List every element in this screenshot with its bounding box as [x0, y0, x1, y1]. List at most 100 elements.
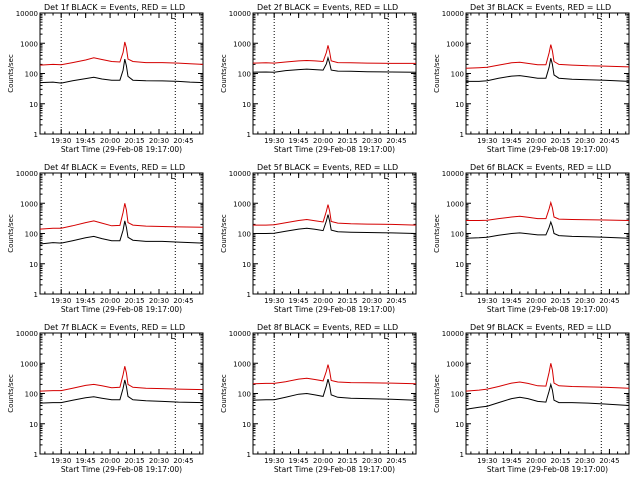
- y-tick-label: 10: [455, 261, 464, 269]
- y-tick-label: 1: [247, 451, 251, 459]
- x-tick-label: 19:30: [477, 137, 497, 145]
- y-tick-label: 1000: [20, 40, 38, 48]
- y-tick-label: 1000: [233, 360, 251, 368]
- x-tick-label: 19:45: [502, 457, 522, 465]
- y-tick-label: 100: [238, 231, 251, 239]
- x-axis-label: Start Time (29-Feb-08 19:17:00): [487, 305, 608, 314]
- x-tick-label: 20:45: [599, 457, 619, 465]
- x-tick-label: 20:30: [575, 297, 595, 305]
- y-tick-label: 100: [25, 391, 38, 399]
- x-tick-label: 20:30: [149, 457, 169, 465]
- lld-series-line: [465, 44, 630, 69]
- panel-title: Det 3f BLACK = Events, RED = LLD: [470, 3, 611, 12]
- y-axis-label: Counts/sec: [433, 54, 441, 93]
- corner-mark: L: [596, 172, 601, 182]
- x-tick-label: 20:45: [386, 457, 406, 465]
- y-tick-label: 10000: [442, 330, 464, 338]
- y-tick-label: 1: [460, 291, 464, 299]
- y-axis-label: Counts/sec: [220, 54, 228, 93]
- lld-series-line: [252, 45, 416, 64]
- y-tick-label: 10000: [16, 330, 38, 338]
- x-tick-label: 20:30: [362, 137, 382, 145]
- y-tick-label: 10000: [442, 10, 464, 18]
- y-tick-label: 10: [455, 421, 464, 429]
- x-tick-label: 20:45: [386, 137, 406, 145]
- x-tick-label: 19:30: [51, 457, 71, 465]
- x-tick-label: 19:30: [264, 137, 284, 145]
- y-tick-label: 1: [34, 451, 38, 459]
- x-tick-label: 19:30: [51, 297, 71, 305]
- x-tick-label: 20:15: [124, 137, 144, 145]
- y-tick-label: 100: [25, 231, 38, 239]
- x-tick-label: 19:45: [289, 137, 309, 145]
- x-tick-label: 20:30: [149, 137, 169, 145]
- y-tick-label: 100: [451, 231, 464, 239]
- x-tick-label: 19:30: [477, 457, 497, 465]
- y-tick-label: 100: [451, 71, 464, 79]
- y-tick-label: 1: [460, 131, 464, 139]
- x-tick-label: 20:45: [386, 297, 406, 305]
- events-series-line: [252, 378, 417, 401]
- y-tick-label: 100: [238, 391, 251, 399]
- panel-title: Det 6f BLACK = Events, RED = LLD: [470, 163, 611, 172]
- events-series-line: [465, 220, 630, 239]
- x-axis-label: Start Time (29-Feb-08 19:17:00): [274, 465, 395, 474]
- y-axis-label: Counts/sec: [7, 214, 15, 253]
- events-series-line: [252, 55, 417, 73]
- y-tick-label: 10: [242, 101, 251, 109]
- panel-title: Det 8f BLACK = Events, RED = LLD: [257, 323, 398, 332]
- y-tick-label: 1000: [446, 200, 464, 208]
- lld-series-line: [39, 41, 204, 66]
- x-tick-label: 20:45: [599, 297, 619, 305]
- y-tick-label: 1000: [20, 360, 38, 368]
- x-tick-label: 20:30: [362, 297, 382, 305]
- y-tick-label: 100: [25, 71, 38, 79]
- x-axis-label: Start Time (29-Feb-08 19:17:00): [61, 145, 182, 154]
- x-tick-label: 20:00: [100, 137, 120, 145]
- x-axis-label: Start Time (29-Feb-08 19:17:00): [274, 145, 395, 154]
- x-tick-label: 19:45: [76, 457, 96, 465]
- y-tick-label: 1: [34, 131, 38, 139]
- panel-title: Det 2f BLACK = Events, RED = LLD: [257, 3, 398, 12]
- x-tick-label: 20:00: [100, 457, 120, 465]
- x-axis-label: Start Time (29-Feb-08 19:17:00): [61, 465, 182, 474]
- x-tick-label: 20:00: [526, 457, 546, 465]
- y-tick-label: 10: [29, 421, 38, 429]
- panel-title: Det 4f BLACK = Events, RED = LLD: [44, 163, 185, 172]
- x-tick-label: 20:15: [124, 297, 144, 305]
- x-tick-label: 19:30: [264, 297, 284, 305]
- y-tick-label: 1: [460, 451, 464, 459]
- plot-frame: [252, 172, 417, 295]
- x-tick-label: 20:30: [362, 457, 382, 465]
- corner-mark: L: [596, 12, 601, 22]
- lld-series-line: [253, 204, 417, 226]
- corner-mark: L: [170, 12, 175, 22]
- panel-title: Det 5f BLACK = Events, RED = LLD: [257, 163, 398, 172]
- plot-frame: [465, 332, 630, 455]
- x-tick-label: 19:45: [502, 137, 522, 145]
- x-tick-label: 20:30: [575, 137, 595, 145]
- x-tick-label: 20:00: [100, 297, 120, 305]
- y-tick-label: 10: [242, 261, 251, 269]
- x-tick-label: 19:45: [289, 457, 309, 465]
- y-axis-label: Counts/sec: [7, 374, 15, 413]
- events-series-line: [466, 58, 630, 82]
- plot-frame: [39, 172, 204, 295]
- y-tick-label: 10: [455, 101, 464, 109]
- x-axis-label: Start Time (29-Feb-08 19:17:00): [274, 305, 395, 314]
- corner-mark: L: [596, 332, 601, 342]
- x-axis-label: Start Time (29-Feb-08 19:17:00): [487, 465, 608, 474]
- x-tick-label: 20:45: [173, 137, 193, 145]
- y-axis-label: Counts/sec: [220, 214, 228, 253]
- x-tick-label: 20:00: [313, 457, 333, 465]
- x-axis-label: Start Time (29-Feb-08 19:17:00): [487, 145, 608, 154]
- corner-mark: L: [383, 172, 388, 182]
